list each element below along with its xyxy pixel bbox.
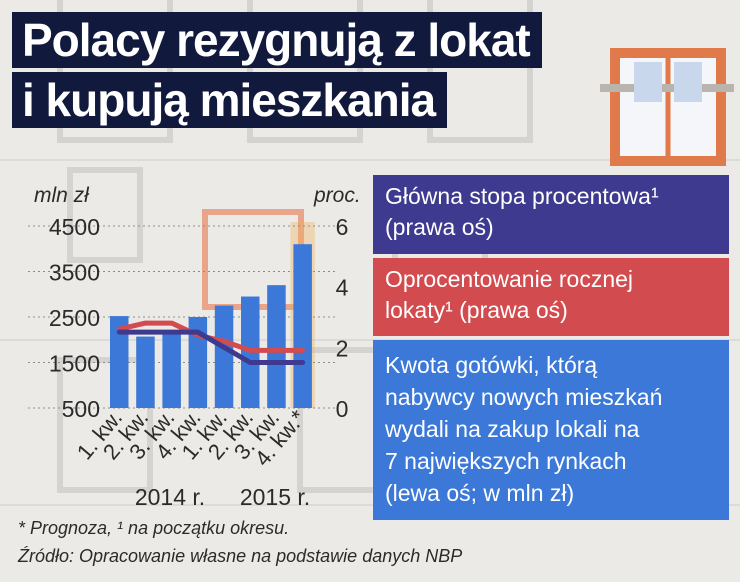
legend-cash-amount-line-2: nabywcy nowych mieszkań bbox=[385, 384, 663, 410]
legend-deposit-rate-line-2: lokaty¹ (prawa oś) bbox=[385, 297, 568, 323]
left-tick-label: 500 bbox=[62, 396, 100, 422]
legend-deposit-rate: Oprocentowanie rocznej lokaty¹ (prawa oś… bbox=[373, 258, 729, 336]
year-group-label: 2015 r. bbox=[240, 484, 310, 510]
chart-title-line-1: Polacy rezygnują z lokat bbox=[12, 12, 542, 68]
bar bbox=[136, 336, 155, 408]
bar bbox=[110, 316, 129, 408]
legend-cash-amount: Kwota gotówki, którą nabywcy nowych mies… bbox=[373, 340, 729, 520]
left-tick-label: 1500 bbox=[49, 351, 100, 377]
right-tick-label: 2 bbox=[336, 335, 349, 361]
left-tick-label: 2500 bbox=[49, 305, 100, 331]
bar bbox=[188, 317, 208, 408]
bar bbox=[293, 244, 312, 408]
right-tick-label: 0 bbox=[336, 396, 349, 422]
left-tick-label: 3500 bbox=[49, 260, 100, 286]
legend-cash-amount-line-5: (lewa oś; w mln zł) bbox=[385, 480, 575, 506]
right-tick-label: 6 bbox=[336, 214, 349, 240]
legend-deposit-rate-line-1: Oprocentowanie rocznej bbox=[385, 266, 634, 292]
left-axis-unit: mln zł bbox=[34, 184, 89, 207]
legend-cash-amount-line-1: Kwota gotówki, którą bbox=[385, 352, 598, 378]
policy-rate-line bbox=[116, 329, 306, 365]
bar bbox=[267, 285, 286, 408]
source-note: Źródło: Opracowanie własne na podstawie … bbox=[18, 546, 463, 566]
legend-policy-rate: Główna stopa procentowa¹ (prawa oś) bbox=[373, 175, 729, 254]
footnote: * Prognoza, ¹ na początku okresu. bbox=[18, 518, 290, 538]
left-tick-label: 4500 bbox=[49, 214, 100, 240]
legend-cash-amount-line-4: 7 największych rynkach bbox=[385, 448, 627, 474]
right-axis-unit: proc. bbox=[314, 184, 361, 207]
bar bbox=[162, 332, 181, 408]
legend-policy-rate-line-2: (prawa oś) bbox=[385, 214, 494, 240]
right-tick-label: 4 bbox=[336, 275, 349, 301]
legend-cash-amount-line-3: wydali na zakup lokali na bbox=[385, 416, 640, 442]
bar bbox=[214, 305, 234, 408]
legend-policy-rate-line-1: Główna stopa procentowa¹ bbox=[385, 183, 659, 209]
year-group-label: 2014 r. bbox=[135, 484, 205, 510]
chart-title-line-2: i kupują mieszkania bbox=[12, 72, 448, 128]
window-illustration bbox=[600, 48, 734, 166]
